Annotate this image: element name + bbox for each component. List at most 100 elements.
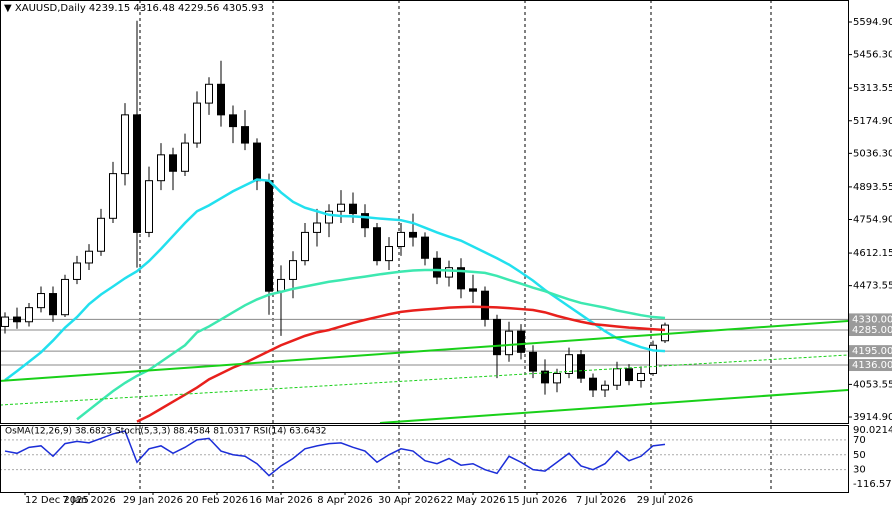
candle-body: [85, 250, 93, 264]
indicator-tick-label: 30: [853, 465, 866, 476]
candle-body: [229, 114, 237, 128]
indicator-tick-label: 90.0214: [853, 425, 892, 436]
candle-body: [205, 83, 213, 104]
y-tick-label: 5594.90: [853, 17, 892, 28]
moving-average: [136, 305, 666, 423]
candle-body: [97, 217, 105, 252]
sub-frame: [0, 425, 849, 493]
level-label-box: [849, 359, 892, 372]
level-label-box: [849, 323, 892, 336]
candle-body: [505, 330, 513, 356]
candle-body: [361, 213, 369, 229]
candle-body: [589, 377, 597, 391]
candle-body: [481, 290, 489, 320]
candle-body: [181, 142, 189, 172]
candle-body: [637, 372, 645, 382]
axes: 5594.90 5456.30 5313.55 5174.90 5036.30 4893.…: [24, 17, 892, 506]
y-tick-label: 5456.30: [853, 50, 892, 61]
candle-body: [397, 231, 405, 248]
chart-symbol: ▼ XAUUSD,Daily 4239.15 4316.48 4229.56 4…: [4, 3, 264, 14]
candle-body: [145, 180, 153, 233]
candle-body: [625, 368, 633, 382]
candle-body: [217, 83, 225, 116]
candle-body: [169, 154, 177, 172]
indicator-panel: [1, 430, 848, 477]
candle-body: [385, 246, 393, 262]
candle-body: [157, 154, 165, 182]
candle-body: [37, 293, 45, 309]
candle-body: [133, 114, 141, 233]
x-tick-label: 30 Apr 2026: [378, 495, 440, 506]
candle-body: [553, 372, 561, 384]
main-frame: [0, 0, 849, 424]
candle-body: [49, 293, 57, 316]
ohlc-open: 4239.15: [89, 3, 130, 14]
candle-body: [325, 210, 333, 224]
candle-body: [13, 316, 21, 323]
candle-body: [601, 384, 609, 391]
candle-body: [193, 102, 201, 144]
main-panel: [1, 20, 848, 423]
level-label: 4136.00: [852, 360, 892, 371]
ohlc-high: 4316.48: [133, 3, 174, 14]
candle-body: [289, 260, 297, 280]
x-tick-label: 20 Feb 2026: [186, 495, 248, 506]
y-tick-label: 4754.90: [853, 215, 892, 226]
candle-body: [349, 203, 357, 215]
ohlc-low: 4229.56: [178, 3, 219, 14]
x-tick-label: 29 Jan 2026: [123, 495, 183, 506]
ohlc-close: 4305.93: [223, 3, 264, 14]
moving-average: [76, 268, 666, 421]
candle-body: [373, 227, 381, 262]
candle-body: [613, 368, 621, 386]
candle-body: [565, 354, 573, 374]
y-tick-label: 5313.55: [853, 83, 892, 94]
symbol: XAUUSD,Daily: [15, 3, 86, 14]
x-tick-label: 7 Jan 2026: [62, 495, 116, 506]
level-label-box: [849, 345, 892, 358]
candle-body: [313, 222, 321, 233]
candle-body: [277, 278, 285, 292]
indicator-title: OsMA(12,26,9) 38.6823 Stoch(5,3,3) 88.45…: [5, 427, 327, 437]
x-tick-label: 16 Mar 2026: [249, 495, 312, 506]
x-tick-label: 12 Dec 2025: [25, 495, 89, 506]
candle-body: [541, 370, 549, 384]
y-tick-label: 5036.30: [853, 148, 892, 159]
x-tick-label: 7 Jul 2026: [576, 495, 626, 506]
candle-body: [409, 231, 417, 238]
candle-body: [433, 257, 441, 278]
y-tick-label: 4053.55: [853, 379, 892, 390]
candle-body: [253, 142, 261, 182]
indicator-tick-label: 70: [853, 435, 866, 446]
candle-body: [1, 316, 9, 327]
y-tick-label: 5174.90: [853, 116, 892, 127]
y-tick-label: 3914.90: [853, 412, 892, 423]
candle-body: [109, 173, 117, 219]
candle-body: [649, 344, 657, 374]
level-label: 4195.00: [852, 346, 892, 357]
candle-body: [25, 307, 33, 323]
trend-lines: [1, 320, 848, 423]
y-tick-label: 4893.55: [853, 182, 892, 193]
candle-body: [121, 114, 129, 175]
x-tick-label: 22 May 2026: [440, 495, 505, 506]
candle-body: [421, 236, 429, 259]
candle-body: [241, 126, 249, 144]
level-label: 4330.00: [852, 314, 892, 325]
candle-body: [517, 330, 525, 353]
candle-body: [457, 267, 465, 290]
candle-body: [61, 278, 69, 316]
candle-body: [577, 354, 585, 379]
indicator-line: [4, 430, 666, 477]
level-label: 4285.00: [852, 325, 892, 336]
candle-body: [337, 203, 345, 212]
candle-body: [469, 288, 477, 292]
x-tick-label: 15 Jun 2026: [507, 495, 567, 506]
candle-body: [445, 267, 453, 278]
candle-body: [301, 231, 309, 262]
candle-body: [529, 351, 537, 372]
indicator-low-label: -116.5775: [853, 479, 892, 490]
y-tick-label: 4473.55: [853, 281, 892, 292]
candle-body: [265, 180, 273, 292]
x-tick-label: 8 Apr 2026: [317, 495, 372, 506]
